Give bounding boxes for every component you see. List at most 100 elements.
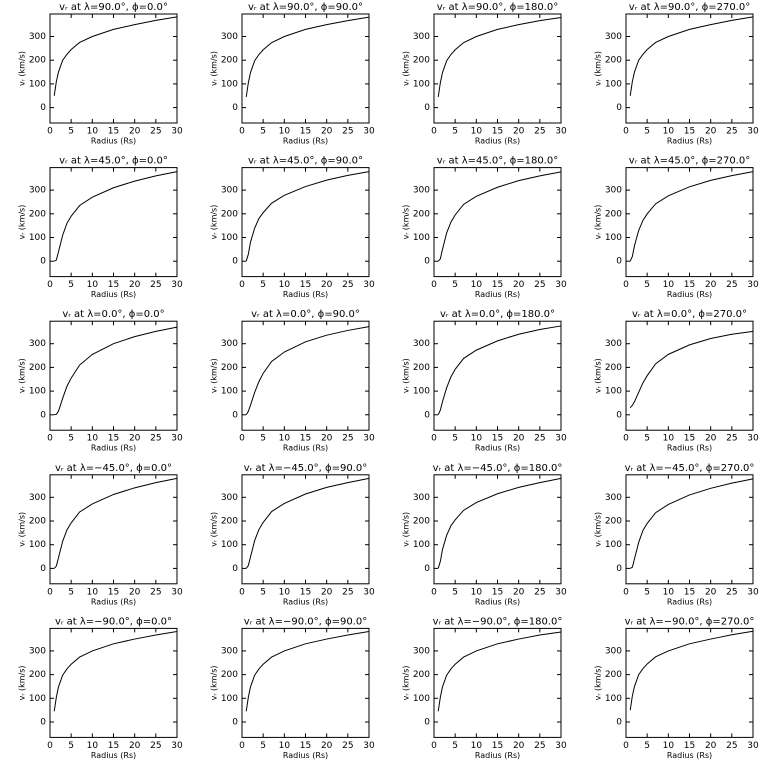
y-axis-label: vᵣ (km/s) [594, 205, 603, 240]
x-tick-label: 15 [108, 587, 119, 597]
x-tick-label: 30 [171, 434, 183, 444]
x-tick-label: 25 [342, 741, 353, 751]
y-tick-label: 300 [605, 186, 622, 196]
x-tick-label: 5 [452, 127, 458, 137]
y-tick-label: 300 [29, 493, 46, 503]
x-tick-label: 25 [726, 127, 737, 137]
data-line [437, 631, 562, 712]
panel: vᵣ at λ=0.0°, ϕ=90.0° Radius (Rs) vᵣ (km/s… [210, 309, 375, 453]
x-tick-label: 30 [747, 741, 759, 751]
x-axis-label: Radius (Rs) [283, 751, 328, 760]
y-axis-label: vᵣ (km/s) [18, 51, 27, 86]
y-tick-label: 100 [605, 79, 622, 89]
y-tick-label: 300 [413, 646, 430, 656]
data-line [245, 16, 370, 98]
panel: vᵣ at λ=0.0°, ϕ=270.0° Radius (Rs) vᵣ (km/… [594, 309, 759, 453]
x-axis-label: Radius (Rs) [475, 290, 520, 299]
y-tick-label: 200 [413, 363, 430, 373]
y-tick-label: 200 [605, 209, 622, 219]
panel: vᵣ at λ=45.0°, ϕ=270.0° Radius (Rs) vᵣ (km… [594, 156, 759, 300]
panel-title: vᵣ at λ=45.0°, ϕ=270.0° [629, 156, 750, 167]
panel-title: vᵣ at λ=0.0°, ϕ=90.0° [251, 309, 360, 320]
data-line [437, 477, 562, 569]
x-tick-label: 5 [68, 280, 74, 290]
x-tick-label: 5 [452, 587, 458, 597]
data-line [53, 171, 178, 262]
x-tick-label: 25 [150, 434, 161, 444]
y-tick-label: 300 [605, 32, 622, 42]
plot-frame [241, 320, 370, 431]
x-tick-label: 15 [108, 434, 119, 444]
y-tick-label: 300 [413, 493, 430, 503]
x-tick-label: 20 [129, 741, 141, 751]
panel: vᵣ at λ=−90.0°, ϕ=180.0° Radius (Rs) vᵣ (k… [402, 616, 567, 760]
x-tick-label: 10 [471, 587, 483, 597]
y-tick-label: 100 [221, 540, 238, 550]
y-tick-label: 100 [605, 233, 622, 243]
x-tick-label: 30 [555, 741, 567, 751]
y-tick-label: 200 [221, 209, 238, 219]
y-tick-label: 100 [29, 387, 46, 397]
plot-frame [625, 474, 754, 585]
panel-title: vᵣ at λ=0.0°, ϕ=180.0° [440, 309, 555, 320]
x-tick-label: 30 [555, 127, 567, 137]
plot-frame [49, 627, 178, 738]
data-line [437, 171, 562, 262]
x-axis-label: Radius (Rs) [667, 444, 712, 453]
x-tick-label: 30 [171, 741, 183, 751]
x-tick-label: 25 [342, 127, 353, 137]
x-tick-label: 10 [471, 127, 483, 137]
panel: vᵣ at λ=−90.0°, ϕ=0.0° Radius (Rs) vᵣ (km/… [18, 616, 183, 760]
panel: vᵣ at λ=45.0°, ϕ=0.0° Radius (Rs) vᵣ (km/s… [18, 156, 183, 300]
x-axis-label: Radius (Rs) [667, 290, 712, 299]
data-line [53, 630, 178, 712]
panel: vᵣ at λ=−45.0°, ϕ=90.0° Radius (Rs) vᵣ (km… [210, 463, 375, 607]
x-tick-label: 20 [513, 280, 525, 290]
x-tick-label: 10 [663, 434, 675, 444]
data-line [629, 171, 754, 262]
x-axis-label: Radius (Rs) [91, 290, 136, 299]
y-tick-label: 200 [221, 517, 238, 527]
y-axis-label: vᵣ (km/s) [402, 665, 411, 700]
plot-frame [241, 627, 370, 738]
plot-frame [433, 474, 562, 585]
y-tick-label: 0 [232, 564, 238, 574]
x-axis-label: Radius (Rs) [475, 444, 520, 453]
x-tick-label: 0 [47, 127, 53, 137]
plot-frame [433, 13, 562, 124]
x-tick-label: 30 [363, 587, 375, 597]
x-tick-label: 20 [705, 741, 717, 751]
x-tick-label: 20 [321, 587, 333, 597]
y-axis-label: vᵣ (km/s) [210, 358, 219, 393]
x-tick-label: 15 [684, 587, 695, 597]
x-tick-label: 0 [47, 587, 53, 597]
y-tick-label: 300 [605, 339, 622, 349]
x-tick-label: 15 [684, 127, 695, 137]
x-tick-label: 30 [363, 434, 375, 444]
x-tick-label: 0 [239, 587, 245, 597]
y-axis-label: vᵣ (km/s) [210, 51, 219, 86]
x-tick-label: 15 [300, 280, 311, 290]
y-tick-label: 300 [29, 32, 46, 42]
y-tick-label: 100 [605, 540, 622, 550]
y-tick-label: 0 [40, 717, 46, 727]
plot-frame [241, 13, 370, 124]
x-tick-label: 5 [260, 127, 266, 137]
y-axis-label: vᵣ (km/s) [18, 512, 27, 547]
x-tick-label: 0 [431, 741, 437, 751]
x-tick-label: 20 [321, 741, 333, 751]
y-tick-label: 200 [221, 670, 238, 680]
x-tick-label: 0 [431, 434, 437, 444]
x-axis-label: Radius (Rs) [667, 751, 712, 760]
x-tick-label: 5 [260, 741, 266, 751]
x-tick-label: 15 [300, 587, 311, 597]
x-tick-label: 20 [321, 434, 333, 444]
plot-frame [49, 474, 178, 585]
panel-title: vᵣ at λ=90.0°, ϕ=90.0° [248, 2, 363, 13]
y-tick-label: 300 [29, 339, 46, 349]
x-tick-label: 15 [492, 587, 503, 597]
x-tick-label: 5 [452, 434, 458, 444]
x-tick-label: 30 [747, 434, 759, 444]
y-tick-label: 200 [413, 517, 430, 527]
y-tick-label: 200 [29, 56, 46, 66]
